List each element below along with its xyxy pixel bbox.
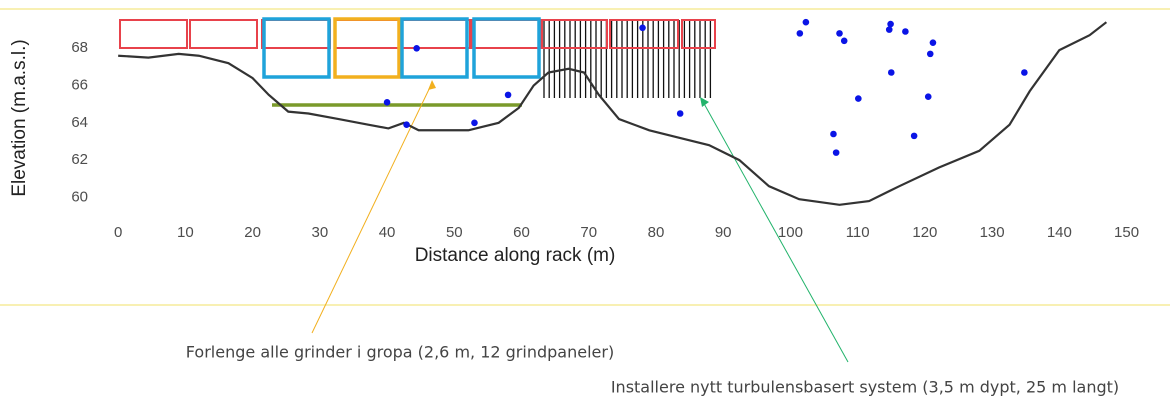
x-tick-label: 100	[778, 224, 803, 241]
x-tick-label: 140	[1047, 224, 1072, 241]
rack	[261, 19, 331, 49]
point	[830, 130, 837, 138]
point	[802, 18, 810, 26]
point	[504, 91, 512, 99]
point	[413, 44, 420, 52]
point	[840, 37, 848, 45]
profile-line	[118, 21, 1108, 206]
rack-extended	[472, 17, 541, 79]
rack	[334, 19, 401, 49]
y-tick-label: 62	[71, 151, 88, 168]
rack	[681, 19, 716, 49]
x-tick-label: 20	[244, 224, 261, 241]
x-tick-label: 70	[580, 224, 597, 241]
rack-extended	[333, 17, 401, 79]
point	[796, 30, 804, 37]
rack	[189, 19, 258, 49]
point	[383, 99, 391, 106]
arrow	[311, 82, 433, 334]
point	[676, 110, 684, 117]
y-axis-label: Elevation (m.a.s.l.)	[9, 39, 30, 196]
point	[855, 95, 862, 102]
extended-racks	[262, 17, 541, 79]
point	[832, 149, 840, 156]
annotation: Installere nytt turbulensbasert system (…	[611, 378, 1119, 397]
point	[926, 50, 934, 58]
rack	[119, 19, 188, 49]
x-tick-label: 130	[980, 224, 1005, 241]
point	[836, 30, 843, 37]
rack	[609, 19, 679, 49]
x-tick-label: 40	[379, 224, 396, 241]
x-tick-label: 80	[648, 224, 665, 241]
point	[1021, 69, 1028, 76]
x-tick-label: 110	[846, 224, 870, 241]
arrow	[701, 99, 849, 363]
x-tick-label: 10	[177, 224, 194, 241]
hatch	[543, 20, 712, 98]
rack	[401, 19, 471, 49]
point	[910, 132, 918, 140]
point	[471, 119, 478, 127]
x-tick-label: 120	[912, 224, 937, 241]
point	[902, 28, 909, 35]
y-tick-label: 68	[71, 39, 88, 56]
arrow-head	[428, 80, 436, 90]
y-tick-label: 60	[71, 188, 88, 205]
x-tick-label: 150	[1114, 224, 1139, 241]
point	[887, 20, 894, 28]
y-tick-label: 66	[71, 77, 88, 94]
rack	[471, 19, 541, 49]
x-tick-label: 0	[114, 224, 122, 241]
rack	[541, 19, 608, 49]
x-tick-label: 90	[715, 224, 732, 241]
arrow-head	[700, 97, 709, 107]
rack-row	[119, 19, 716, 49]
point	[929, 39, 937, 46]
x-tick-label: 30	[312, 224, 329, 241]
x-tick-label: 60	[513, 224, 530, 241]
point	[885, 26, 893, 33]
point	[403, 121, 410, 128]
y-tick-label: 64	[71, 114, 88, 131]
point	[887, 69, 895, 76]
annotation: Forlenge alle grinder i gropa (2,6 m, 12…	[186, 343, 614, 362]
point	[639, 24, 646, 32]
point	[924, 93, 932, 101]
rack-extended	[400, 17, 469, 79]
x-axis-label: Distance along rack (m)	[415, 245, 616, 266]
x-tick-label: 50	[446, 224, 463, 241]
rack-extended	[262, 17, 331, 79]
